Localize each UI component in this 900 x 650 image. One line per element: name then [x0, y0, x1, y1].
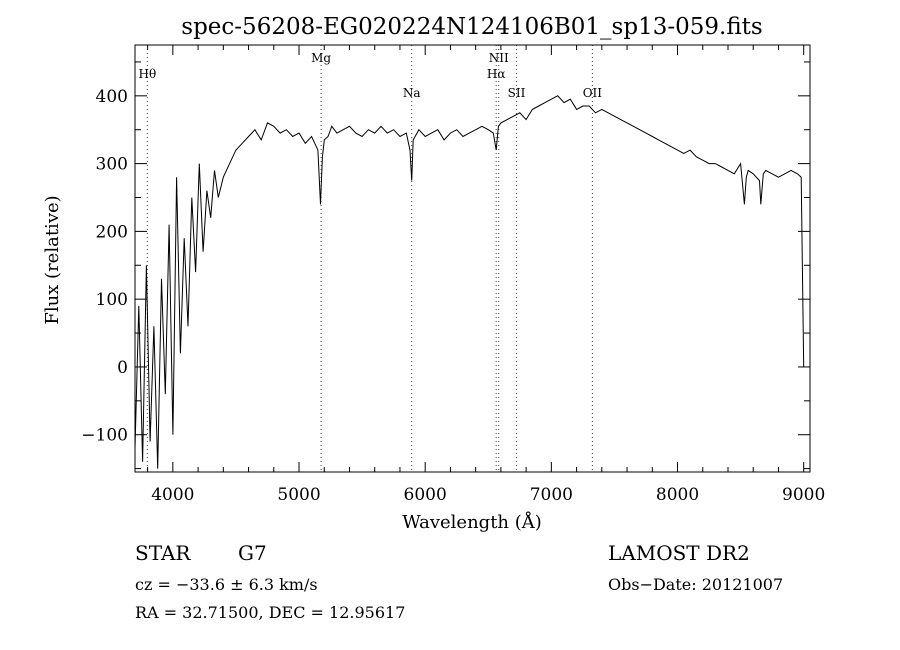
x-tick-label: 6000: [404, 485, 447, 505]
x-axis: 4000 5000 6000 7000 8000 9000: [147, 45, 825, 505]
redshift-text: cz = −33.6 ± 6.3 km/s: [135, 575, 318, 594]
y-tick-label: 0: [117, 358, 128, 378]
y-tick-label: 400: [96, 87, 128, 107]
x-tick-label: 9000: [782, 485, 825, 505]
spectral-line-label: NII: [489, 51, 509, 65]
plot-frame: [134, 44, 811, 473]
object-class: STAR: [135, 541, 191, 565]
observation-date: Obs−Date: 20121007: [608, 575, 783, 594]
coordinates-text: RA = 32.71500, DEC = 12.95617: [135, 603, 405, 622]
chart-title: spec-56208-EG020224N124106B01_sp13-059.f…: [181, 14, 762, 40]
spectral-line-label: SII: [508, 86, 526, 100]
spectral-line-label: OII: [583, 86, 603, 100]
spectral-line-label: Hα: [487, 67, 506, 81]
y-axis-label: Flux (relative): [42, 195, 63, 324]
y-tick-label: −100: [81, 426, 128, 446]
survey-name: LAMOST DR2: [608, 541, 750, 565]
spectral-line-label: Mg: [311, 51, 331, 65]
x-tick-label: 7000: [530, 485, 573, 505]
spectrum-line: [134, 95, 805, 469]
spectral-line-label: Hθ: [139, 67, 157, 81]
x-axis-label: Wavelength (Å): [402, 511, 542, 533]
y-tick-label: 100: [96, 290, 128, 310]
object-subclass: G7: [238, 541, 267, 565]
y-tick-label: 300: [96, 155, 128, 175]
y-axis: −100 0 100 200 300 400: [81, 61, 810, 470]
spectral-line-label: Na: [403, 86, 421, 100]
y-tick-label: 200: [96, 222, 128, 242]
x-tick-label: 5000: [277, 485, 320, 505]
x-tick-label: 8000: [656, 485, 699, 505]
x-tick-label: 4000: [151, 485, 194, 505]
